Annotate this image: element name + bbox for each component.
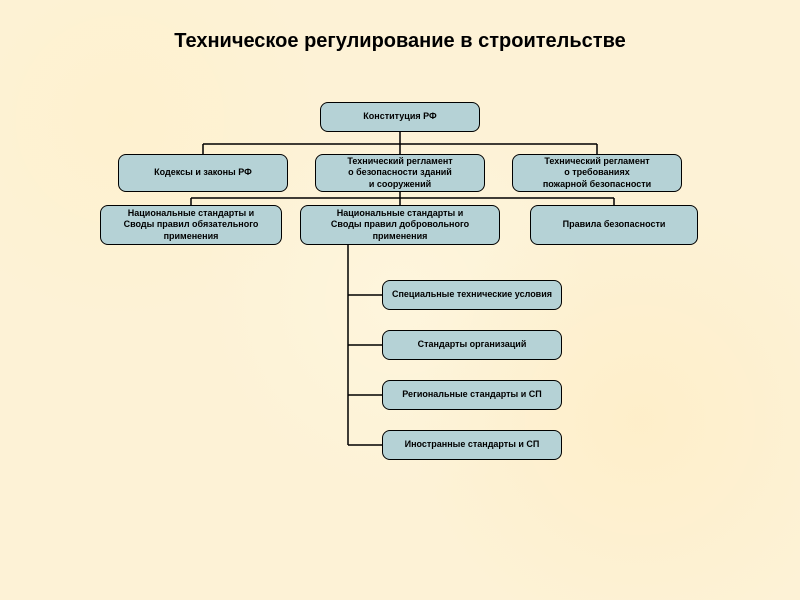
node-l2c: Технический регламент о требованиях пожа…: [512, 154, 682, 192]
node-l2b: Технический регламент о безопасности зда…: [315, 154, 485, 192]
node-l4a: Специальные технические условия: [382, 280, 562, 310]
node-l4c: Региональные стандарты и СП: [382, 380, 562, 410]
slide-title: Техническое регулирование в строительств…: [0, 30, 800, 53]
node-l4b: Стандарты организаций: [382, 330, 562, 360]
node-l3a: Национальные стандарты и Своды правил об…: [100, 205, 282, 245]
node-l2a: Кодексы и законы РФ: [118, 154, 288, 192]
node-root: Конституция РФ: [320, 102, 480, 132]
node-l3c: Правила безопасности: [530, 205, 698, 245]
node-l3b: Национальные стандарты и Своды правил до…: [300, 205, 500, 245]
node-l4d: Иностранные стандарты и СП: [382, 430, 562, 460]
